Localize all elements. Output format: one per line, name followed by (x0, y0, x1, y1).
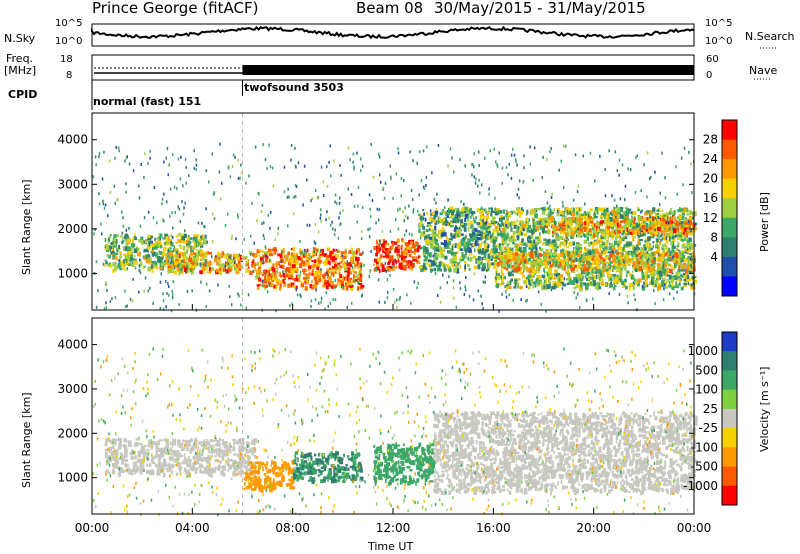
station-title: Prince George (fitACF) (92, 0, 259, 17)
velocity-colorbar-swatch (722, 447, 737, 468)
velocity-ytick-label: 4000 (57, 338, 88, 352)
beam-label: Beam 08 (356, 0, 424, 17)
freq-tick-low: 8 (66, 70, 73, 81)
power-colorbar-swatch (722, 120, 737, 141)
velocity-colorbar-tick: 100 (695, 383, 718, 397)
nsky-panel (91, 23, 695, 47)
nsearch-label: N.Search (745, 30, 795, 43)
velocity-colorbar-tick: -500 (691, 460, 718, 474)
velocity-colorbar-swatch (722, 370, 737, 391)
nsky-trace (91, 25, 695, 40)
x-axis-title: Time UT (368, 540, 414, 553)
velocity-colorbar-swatch (722, 466, 737, 487)
velocity-colorbar-swatch (722, 389, 737, 410)
power-ytick-label: 2000 (57, 222, 88, 236)
power-ytick-label: 1000 (57, 266, 88, 280)
velocity-colorbar-frame (721, 331, 738, 506)
power-colorbar-swatch (722, 256, 737, 277)
velocity-colorbar-label: Velocity [m s⁻¹] (758, 366, 771, 452)
nsearch-tick-high: 10^5 (705, 18, 733, 29)
velocity-ytick-label: 1000 (57, 471, 88, 485)
nsky-label: N.Sky (4, 32, 36, 45)
velocity-ytick-label: 2000 (57, 426, 88, 440)
power-ytick-label: 4000 (57, 133, 88, 147)
nsky-tick-high: 10^5 (55, 18, 83, 29)
velocity-echoes (92, 347, 698, 517)
time-tick-label: 00:00 (75, 521, 110, 535)
cpid-segment-1: normal (fast) 151 (93, 95, 202, 108)
nave-tick-high: 60 (706, 54, 719, 65)
velocity-colorbar-swatch (722, 408, 737, 429)
freq-label-2: [MHz] (4, 64, 37, 77)
velocity-colorbar-tick: -100 (691, 440, 718, 454)
velocity-colorbar-swatch (722, 485, 737, 506)
power-colorbar-tick: 20 (703, 172, 718, 186)
power-colorbar-swatch (722, 217, 737, 238)
power-colorbar-tick: 16 (703, 191, 718, 205)
power-ytick-label: 3000 (57, 177, 88, 191)
nave-tick-low: 0 (706, 70, 713, 81)
power-colorbar-tick: 28 (703, 133, 718, 147)
power-colorbar-swatch (722, 139, 737, 160)
nsky-tick-low: 10^0 (55, 36, 83, 47)
power-colorbar-tick: 4 (710, 250, 718, 264)
power-colorbar-swatch (722, 159, 737, 180)
time-tick-label: 16:00 (476, 521, 511, 535)
time-tick-label: 04:00 (175, 521, 210, 535)
power-colorbar-tick: 8 (710, 230, 718, 244)
cpid-label: CPID (8, 88, 38, 101)
power-colorbar-swatch (722, 198, 737, 219)
velocity-colorbar-tick: 500 (695, 363, 718, 377)
velocity-ytick-label: 3000 (57, 382, 88, 396)
power-colorbar-frame (721, 119, 738, 297)
velocity-colorbar-tick: -25 (698, 421, 718, 435)
power-colorbar-swatch (722, 178, 737, 199)
velocity-colorbar-tick: 25 (703, 402, 718, 416)
power-colorbar-swatch (722, 237, 737, 258)
nave-label: Nave (749, 64, 778, 77)
power-ylabel: Slant Range [km] (20, 179, 33, 275)
velocity-colorbar-swatch (722, 332, 737, 352)
freq-band-twofsound (242, 65, 694, 75)
time-tick-label: 12:00 (376, 521, 411, 535)
time-tick-label: 08:00 (275, 521, 310, 535)
date-range: 30/May/2015 - 31/May/2015 (434, 0, 646, 17)
freq-label-1: Freq. (6, 52, 34, 65)
velocity-colorbar-tick: -1000 (683, 479, 718, 493)
power-echoes (92, 142, 698, 313)
freq-tick-high: 18 (60, 54, 73, 65)
velocity-ylabel: Slant Range [km] (20, 392, 33, 488)
nsearch-tick-low: 10^0 (705, 36, 733, 47)
velocity-colorbar-swatch (722, 351, 737, 371)
time-tick-label: 20:00 (576, 521, 611, 535)
velocity-colorbar-swatch (722, 428, 737, 448)
power-colorbar-label: Power [dB] (758, 192, 771, 252)
power-colorbar-swatch (722, 276, 737, 297)
velocity-colorbar-tick: 1000 (687, 344, 718, 358)
power-colorbar-tick: 12 (703, 211, 718, 225)
time-tick-label: 00:00 (677, 521, 712, 535)
power-colorbar-tick: 24 (703, 152, 718, 166)
cpid-segment-2: twofsound 3503 (244, 81, 344, 94)
